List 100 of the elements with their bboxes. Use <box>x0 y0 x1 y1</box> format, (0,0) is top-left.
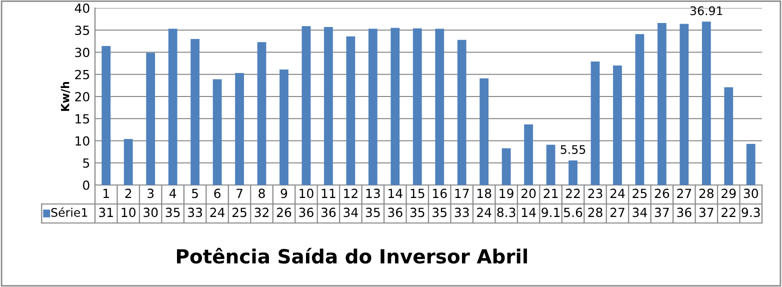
data-label: 33 <box>188 208 202 218</box>
y-tick-label: 25 <box>75 70 90 80</box>
y-axis-title: Kw/h <box>60 82 70 111</box>
bar <box>324 27 333 185</box>
bar <box>302 26 311 185</box>
bar <box>146 52 156 185</box>
bar <box>368 28 378 185</box>
bar <box>702 22 711 185</box>
text: Potência Saída do Inversor Abril <box>177 248 527 264</box>
y-tick-label: 35 <box>75 26 90 36</box>
bar <box>102 46 111 185</box>
data-label: 5.6 <box>564 208 582 218</box>
bar <box>502 148 511 185</box>
bar <box>257 42 266 185</box>
bar <box>168 28 178 185</box>
y-tick-label: 15 <box>76 114 90 124</box>
x-tick-label: 28 <box>699 188 714 198</box>
x-tick-label: 12 <box>344 188 358 198</box>
bar <box>568 160 578 185</box>
bar <box>524 124 533 185</box>
data-label: 14 <box>522 208 536 217</box>
data-label: 9.1 <box>542 208 560 218</box>
data-label: 25 <box>232 208 246 218</box>
data-label: 34 <box>344 208 358 218</box>
legend-label: Série1 <box>51 207 88 217</box>
x-tick-label: 22 <box>566 188 580 198</box>
x-tick-label: 4 <box>169 188 176 198</box>
x-tick-label: 13 <box>366 188 380 198</box>
x-tick-label: 23 <box>588 188 602 198</box>
y-tick-label: 30 <box>75 48 90 58</box>
bar <box>590 62 600 185</box>
bar <box>235 73 244 185</box>
data-label: 33 <box>454 208 469 218</box>
y-tick-label: 10 <box>76 136 90 146</box>
data-label: 22 <box>722 208 736 217</box>
y-tick-label: 40 <box>74 3 90 13</box>
x-tick-label: 14 <box>388 188 402 198</box>
y-tick-label: 5 <box>83 158 90 168</box>
y-tick-label: 20 <box>75 92 90 102</box>
data-label: 24 <box>210 208 225 217</box>
bar <box>390 28 400 185</box>
data-label: 8.3 <box>497 208 516 218</box>
data-label: 36 <box>299 208 314 218</box>
data-label: 10 <box>122 208 136 218</box>
x-tick-label: 11 <box>322 188 336 198</box>
data-label: 9.3 <box>742 208 760 218</box>
x-tick-label: 8 <box>258 188 265 198</box>
x-tick-label: 10 <box>300 188 314 198</box>
bar <box>546 144 556 185</box>
bar <box>635 34 644 185</box>
x-tick-label: 5 <box>192 188 198 198</box>
x-tick-label: 16 <box>433 188 447 198</box>
data-label: 31 <box>99 208 113 218</box>
bar <box>190 38 200 185</box>
bar <box>658 23 666 185</box>
data-label: 34 <box>632 208 647 218</box>
x-tick-label: 7 <box>236 188 242 198</box>
data-label: 36 <box>388 208 402 218</box>
bar <box>746 144 756 185</box>
bar <box>435 28 444 185</box>
bar <box>457 40 466 185</box>
data-label: 36 <box>321 208 336 218</box>
data-label: 27 <box>610 208 624 217</box>
x-tick-label: 21 <box>544 188 558 198</box>
annotation: 36.91 <box>690 6 722 16</box>
x-tick-label: 20 <box>522 188 536 198</box>
x-tick-label: 1 <box>104 188 109 198</box>
x-tick-label: 6 <box>214 188 220 198</box>
bar <box>346 36 356 185</box>
x-tick-label: 3 <box>148 188 154 198</box>
x-tick-label: 29 <box>722 188 736 198</box>
x-tick-label: 30 <box>744 188 758 198</box>
x-tick-label: 18 <box>478 188 492 198</box>
x-tick-label: 15 <box>410 188 424 198</box>
data-label: 28 <box>588 208 602 218</box>
annotation: 5.55 <box>560 145 586 154</box>
x-tick-label: 26 <box>654 188 670 198</box>
bar <box>280 70 288 185</box>
bar <box>724 87 734 185</box>
data-label: 24 <box>477 208 492 217</box>
bar <box>412 28 422 185</box>
data-label: 37 <box>654 208 669 218</box>
data-label: 35 <box>366 208 380 218</box>
x-tick-label: 24 <box>610 188 625 198</box>
bar <box>480 78 489 185</box>
data-label: 35 <box>432 208 446 218</box>
data-label: 32 <box>254 208 268 218</box>
data-label: 26 <box>276 208 292 218</box>
data-label: 35 <box>410 208 424 218</box>
x-tick-label: 27 <box>677 188 692 198</box>
data-label: 37 <box>699 208 714 218</box>
x-tick-label: 19 <box>500 188 514 198</box>
data-label: 30 <box>144 208 158 218</box>
bar <box>124 138 133 185</box>
bar <box>613 66 622 185</box>
x-tick-label: 17 <box>455 188 469 198</box>
data-label: 35 <box>166 208 180 218</box>
bar <box>212 79 222 185</box>
y-tick-label: 0 <box>83 180 90 190</box>
data-label: 36 <box>677 208 692 218</box>
